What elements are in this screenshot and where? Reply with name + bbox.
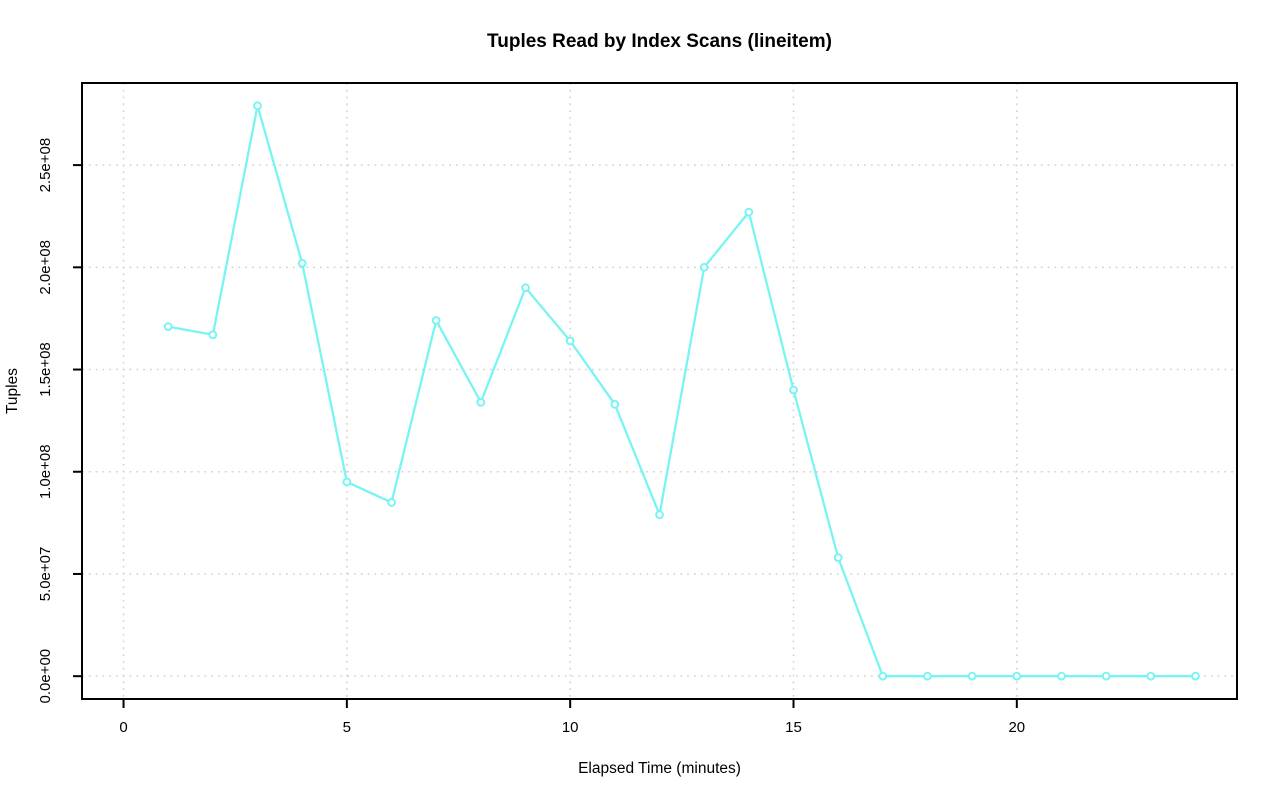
chart-title: Tuples Read by Index Scans (lineitem) bbox=[487, 31, 832, 52]
data-point-marker bbox=[565, 336, 575, 346]
data-point-marker bbox=[253, 101, 262, 111]
data-point-marker bbox=[789, 385, 798, 395]
data-point-marker bbox=[967, 671, 977, 681]
data-point-marker bbox=[208, 330, 218, 340]
axes: 0 5 10 15 20 0.0e+00 5.0e+07 1.0e+08 1.5e+08 2.0e… bbox=[37, 138, 1025, 736]
data-point-marker bbox=[431, 316, 441, 325]
x-axis-title: Elapsed Time (minutes) bbox=[578, 760, 741, 777]
x-tick-label: 10 bbox=[562, 719, 579, 736]
y-tick-label: 0.0e+00 bbox=[37, 649, 54, 704]
data-point-marker bbox=[1101, 671, 1111, 681]
data-point-marker bbox=[387, 498, 396, 507]
y-axis-title: Tuples bbox=[4, 368, 21, 414]
data-point-marker bbox=[610, 399, 620, 409]
data-point-marker bbox=[297, 258, 307, 268]
data-point-marker bbox=[833, 553, 843, 563]
data-point-marker bbox=[163, 322, 173, 332]
data-point-marker bbox=[476, 397, 486, 407]
data-point-marker bbox=[923, 671, 932, 681]
data-series bbox=[163, 101, 1200, 681]
x-tick-label: 0 bbox=[119, 719, 127, 736]
data-point-marker bbox=[878, 671, 888, 681]
plot-border bbox=[81, 82, 1238, 700]
data-point-marker bbox=[655, 510, 664, 520]
y-tick-label: 1.0e+08 bbox=[37, 444, 54, 499]
series-line bbox=[167, 104, 1197, 678]
x-tick-label: 5 bbox=[343, 719, 351, 736]
data-point-marker bbox=[1057, 671, 1066, 681]
data-point-marker bbox=[744, 207, 754, 217]
y-tick-label: 5.0e+07 bbox=[37, 547, 54, 602]
x-tick-label: 20 bbox=[1008, 719, 1025, 736]
data-point-marker bbox=[342, 477, 352, 487]
data-point-marker bbox=[699, 262, 709, 272]
y-tick-label: 1.5e+08 bbox=[37, 342, 54, 397]
data-point-marker bbox=[1146, 671, 1156, 681]
y-tick-label: 2.0e+08 bbox=[37, 240, 54, 295]
data-point-marker bbox=[1191, 671, 1200, 681]
data-point-marker bbox=[521, 283, 530, 293]
gridlines bbox=[82, 83, 1237, 699]
y-tick-label: 2.5e+08 bbox=[37, 138, 54, 193]
data-point-marker bbox=[1012, 671, 1022, 681]
x-tick-label: 15 bbox=[785, 719, 802, 736]
